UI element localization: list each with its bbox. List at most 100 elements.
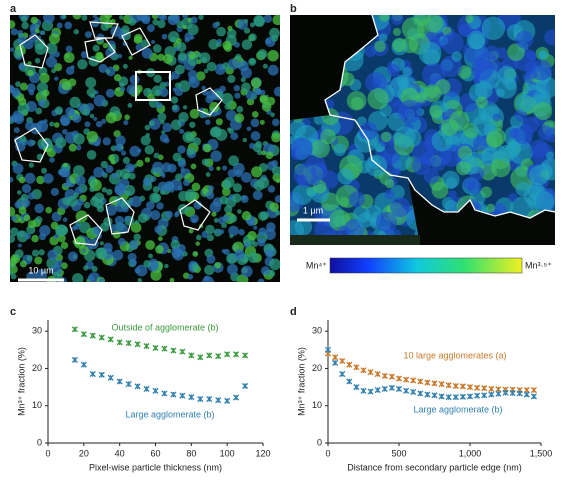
grain	[10, 176, 14, 183]
grain	[23, 214, 31, 222]
grain	[34, 38, 46, 50]
grain	[337, 168, 354, 185]
grain	[190, 35, 195, 40]
grain	[122, 206, 129, 213]
grain	[529, 165, 550, 186]
grain	[392, 27, 402, 37]
y-tick-label: 20	[32, 363, 42, 373]
marker	[417, 378, 424, 385]
grain	[65, 45, 73, 53]
grain	[172, 152, 182, 162]
grain	[47, 249, 58, 261]
grain	[83, 265, 89, 271]
grain	[18, 97, 27, 106]
grain	[515, 30, 534, 49]
marker	[374, 387, 381, 394]
grain	[111, 172, 118, 179]
grain	[112, 230, 121, 239]
grain	[10, 47, 15, 52]
grain	[29, 23, 37, 31]
grain	[114, 183, 127, 195]
grain	[14, 200, 23, 209]
grain	[31, 234, 39, 243]
grain	[49, 157, 55, 163]
grain	[339, 197, 349, 207]
background	[290, 15, 378, 120]
grain	[10, 235, 16, 243]
x-tick-label: 0	[325, 448, 330, 458]
grain	[68, 143, 77, 152]
grain	[101, 118, 107, 124]
grain	[198, 15, 204, 20]
marker	[367, 388, 374, 395]
marker	[215, 397, 222, 404]
grain	[398, 99, 422, 124]
grain	[34, 203, 44, 214]
grain	[265, 151, 274, 160]
grain	[311, 139, 330, 158]
grain	[260, 211, 269, 220]
grain	[174, 82, 182, 89]
grain	[162, 53, 174, 65]
grain	[42, 89, 50, 97]
grain	[242, 137, 247, 143]
marker	[332, 359, 339, 366]
background	[408, 178, 555, 245]
grain	[204, 264, 215, 276]
grain	[17, 32, 24, 39]
panel-label: b	[290, 3, 297, 15]
grain	[28, 162, 34, 168]
marker	[502, 389, 509, 396]
grain	[66, 195, 78, 207]
grain	[13, 127, 20, 134]
micrograph-b-texture	[290, 15, 555, 245]
grain	[137, 213, 148, 224]
grain	[92, 44, 100, 52]
grain	[170, 36, 177, 43]
grain	[451, 51, 462, 62]
grain	[98, 63, 108, 73]
grain	[140, 39, 150, 49]
grain	[50, 221, 59, 230]
grain	[68, 78, 77, 87]
grain	[247, 230, 257, 241]
grain	[219, 229, 225, 235]
grain	[188, 228, 194, 234]
marker	[481, 385, 488, 392]
grain	[196, 52, 202, 58]
grain	[161, 162, 172, 173]
grain	[257, 278, 265, 282]
grain	[226, 253, 237, 264]
grain	[10, 258, 17, 267]
marker	[143, 385, 150, 393]
grain	[208, 165, 214, 171]
grain	[187, 273, 194, 280]
marker	[188, 394, 195, 401]
grain	[167, 74, 175, 81]
grain	[148, 120, 155, 127]
grain	[21, 183, 32, 194]
grain	[127, 252, 137, 262]
grain	[237, 209, 242, 214]
grain	[190, 163, 197, 170]
grain	[23, 39, 34, 50]
x-tick-label: 80	[186, 448, 196, 458]
grain	[75, 175, 86, 186]
grain	[532, 190, 555, 213]
grain	[378, 33, 388, 42]
grain	[149, 192, 160, 204]
grain	[119, 15, 124, 20]
grain	[183, 179, 190, 187]
grain	[188, 51, 196, 60]
grain	[28, 89, 35, 96]
grain	[522, 116, 539, 134]
grain	[117, 223, 128, 235]
grain	[176, 42, 187, 52]
grain	[463, 177, 476, 190]
marker	[388, 384, 395, 391]
y-tick-label: 30	[312, 326, 322, 336]
grain	[99, 15, 110, 24]
grain	[98, 278, 105, 282]
grain	[25, 120, 35, 131]
grain	[26, 83, 36, 93]
